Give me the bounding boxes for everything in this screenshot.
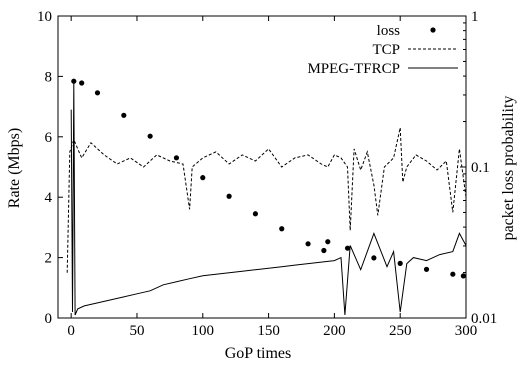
loss-point [305, 241, 311, 247]
x-tick-label: 50 [129, 323, 144, 339]
x-tick-label: 300 [455, 323, 478, 339]
loss-point [121, 112, 127, 118]
loss-point [252, 211, 259, 217]
y-tick-label: 2 [45, 251, 53, 267]
loss-point [460, 273, 466, 279]
y2-tick-label: 0.01 [471, 311, 497, 327]
loss-point [79, 80, 85, 86]
legend-marker-loss [430, 27, 436, 33]
x-axis-label: GoP times [225, 345, 292, 360]
loss-point [147, 133, 153, 139]
loss-point [371, 255, 377, 261]
loss-point [344, 245, 351, 251]
loss-point [321, 247, 327, 254]
mpeg-tfrcp-line [70, 82, 467, 316]
tcp-line [66, 127, 467, 273]
loss-point [200, 175, 206, 181]
loss-point [397, 260, 403, 266]
loss-point [71, 78, 77, 84]
loss-point [325, 239, 331, 245]
y2-axis-label: packet loss probability [500, 96, 517, 241]
y-tick-label: 8 [45, 69, 53, 85]
y-tick-label: 4 [45, 190, 53, 206]
x-tick-label: 0 [67, 323, 75, 339]
loss-point [173, 155, 180, 161]
loss-point [279, 226, 285, 232]
y-axis-label: Rate (Mbps) [6, 128, 23, 208]
legend-label-loss: loss [377, 23, 401, 39]
loss-point [94, 90, 101, 96]
loss-point [423, 266, 430, 272]
y2-tick-label: 0.1 [471, 160, 490, 176]
legend-label-mpeg-tfrcp: MPEG-TFRCP [307, 61, 400, 77]
loss-point [226, 193, 232, 199]
x-tick-label: 250 [389, 323, 412, 339]
chart: 0 50 100 150 200 250 300 0 2 4 6 8 10 0.01 0.1 1 loss TC… [6, 9, 517, 360]
x-tick-label: 200 [323, 323, 346, 339]
loss-point [450, 271, 456, 277]
y-tick-label: 0 [45, 311, 53, 327]
plot-area [57, 15, 467, 319]
loss-series [71, 78, 466, 279]
x-tick-label: 100 [192, 323, 215, 339]
y2-tick-label: 1 [471, 9, 479, 25]
x-tick-label: 150 [257, 323, 280, 339]
y-tick-label: 10 [37, 9, 52, 25]
legend-label-tcp: TCP [372, 42, 400, 58]
y-tick-label: 6 [45, 130, 53, 146]
